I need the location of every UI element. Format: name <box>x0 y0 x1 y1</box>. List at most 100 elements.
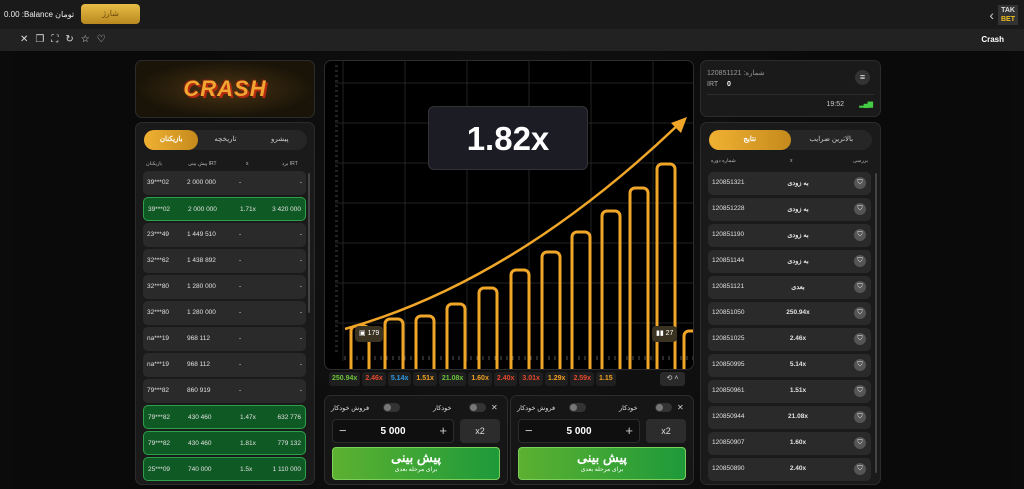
auto-label: خودکار <box>619 405 638 412</box>
user-icon: ▣ <box>359 330 368 337</box>
menu-icon[interactable]: ≡ <box>855 70 870 85</box>
back-chevron-icon[interactable]: ‹ <box>989 7 994 23</box>
result-row[interactable]: 120851025 2.46x ⛉ <box>708 328 871 351</box>
close-icon[interactable]: ✕ <box>491 403 498 412</box>
tab-top-multipliers[interactable]: بالاترین ضرایب <box>809 136 854 143</box>
takbet-logo[interactable]: ‹ TAK BET <box>989 5 1018 25</box>
star-icon[interactable]: ☆ <box>80 34 90 45</box>
history-chip: 2.59x <box>570 372 594 386</box>
history-chip: 5.14x <box>387 372 412 386</box>
tab-players[interactable]: بازیکنان <box>144 130 199 150</box>
result-row[interactable]: 120850995 5.14x ⛉ <box>708 354 871 377</box>
player-multiplier: - <box>239 257 242 264</box>
player-name: 32***80 <box>147 309 170 316</box>
bet-amount-stepper[interactable]: − 5 000 + <box>332 419 454 443</box>
tab-results[interactable]: نتایج <box>709 130 791 150</box>
result-row[interactable]: 120851050 250.94x ⛉ <box>708 302 871 325</box>
player-name: na***19 <box>147 361 170 368</box>
player-win: - <box>299 309 302 316</box>
player-row: 79***82 430 460 1.81x 779 132 <box>143 431 306 455</box>
history-chip: 21.08x <box>438 372 467 386</box>
shield-verify-icon[interactable]: ⛉ <box>854 229 866 241</box>
place-bet-button[interactable]: پیش بینی برای مرحله بعدی <box>518 447 686 480</box>
minus-icon[interactable]: − <box>525 423 533 438</box>
player-row: 39***02 2 000 000 1.71x 3 420 000 <box>143 197 306 221</box>
player-multiplier: - <box>239 179 242 186</box>
player-win: - <box>299 335 302 342</box>
player-row: 32***80 1 280 000 - - <box>143 275 306 299</box>
scrollbar[interactable] <box>875 173 877 473</box>
result-row[interactable]: 120850907 1.60x ⛉ <box>708 432 871 455</box>
round-result: 2.40x <box>789 465 807 472</box>
shield-verify-icon[interactable]: ⛉ <box>854 463 866 475</box>
auto-sell-toggle[interactable] <box>383 403 400 412</box>
result-row[interactable]: 120851144 به زودی ⛉ <box>708 250 871 273</box>
player-multiplier: - <box>239 283 242 290</box>
result-row[interactable]: 120850890 2.40x ⛉ <box>708 458 871 481</box>
player-name: 32***80 <box>147 283 170 290</box>
bet-amount[interactable]: 5 000 <box>566 426 592 437</box>
shield-verify-icon[interactable]: ⛉ <box>854 411 866 423</box>
double-button[interactable]: x2 <box>646 419 686 443</box>
result-row[interactable]: 120851121 بعدی ⛉ <box>708 276 871 299</box>
game-toolbar: ✕ ❐ ⛶ ↻ ☆ ♡ Crash <box>0 29 1024 51</box>
result-row[interactable]: 120851228 به زودی ⛉ <box>708 198 871 221</box>
player-bet: 1 438 892 <box>187 257 216 264</box>
copy-icon[interactable]: ❐ <box>35 34 45 45</box>
deposit-button[interactable]: شارژ <box>81 4 140 24</box>
round-result: 21.08x <box>788 413 808 420</box>
crash-chart: 1.82x ▣ 179 ▮▮ 27 <box>324 60 694 370</box>
shield-verify-icon[interactable]: ⛉ <box>854 203 866 215</box>
shield-verify-icon[interactable]: ⛉ <box>854 255 866 267</box>
auto-sell-label: فروش خودکار <box>331 405 370 412</box>
round-id: 120850907 <box>712 439 745 446</box>
current-multiplier: 1.82x <box>428 106 588 170</box>
auto-toggle[interactable] <box>655 403 672 412</box>
bet-amount[interactable]: 5 000 <box>380 426 406 437</box>
shield-verify-icon[interactable]: ⛉ <box>854 307 866 319</box>
top-bar: 0.00 :Balance تومان شارژ ‹ TAK BET <box>0 0 1024 29</box>
round-id: 120851228 <box>712 205 745 212</box>
result-row[interactable]: 120850944 21.08x ⛉ <box>708 406 871 429</box>
shield-verify-icon[interactable]: ⛉ <box>854 281 866 293</box>
bet-panel: ✕ خودکار فروش خودکار − 5 000 + x2 پیش بی… <box>510 395 694 485</box>
shield-verify-icon[interactable]: ⛉ <box>854 359 866 371</box>
plus-icon[interactable]: + <box>439 423 447 438</box>
round-id: 120850890 <box>712 465 745 472</box>
player-name: 79***82 <box>147 387 170 394</box>
result-row[interactable]: 120850961 1.51x ⛉ <box>708 380 871 403</box>
fullscreen-icon[interactable]: ⛶ <box>51 34 59 45</box>
history-chip: 1.15 <box>595 372 616 386</box>
player-bet: 430 460 <box>188 414 212 421</box>
auto-toggle[interactable] <box>469 403 486 412</box>
player-multiplier: - <box>239 387 242 394</box>
player-bet: 740 000 <box>188 466 212 473</box>
bet-amount-stepper[interactable]: − 5 000 + <box>518 419 640 443</box>
double-button[interactable]: x2 <box>460 419 500 443</box>
minus-icon[interactable]: − <box>339 423 347 438</box>
arrow-head-icon <box>671 117 687 133</box>
shield-verify-icon[interactable]: ⛉ <box>854 437 866 449</box>
round-id: 120851321 <box>712 179 745 186</box>
place-bet-button[interactable]: پیش بینی برای مرحله بعدی <box>332 447 500 480</box>
refresh-icon[interactable]: ↻ <box>65 34 74 45</box>
result-row[interactable]: 120851321 به زودی ⛉ <box>708 172 871 195</box>
close-icon[interactable]: ✕ <box>677 403 684 412</box>
tab-leaders[interactable]: پیشرو <box>271 136 289 143</box>
shield-verify-icon[interactable]: ⛉ <box>854 177 866 189</box>
plus-icon[interactable]: + <box>625 423 633 438</box>
auto-sell-toggle[interactable] <box>569 403 586 412</box>
close-icon[interactable]: ✕ <box>20 34 29 45</box>
shield-verify-icon[interactable]: ⛉ <box>854 385 866 397</box>
history-chip: 250.94x <box>329 372 361 386</box>
scrollbar[interactable] <box>308 173 310 313</box>
signal-icon: ▂▄▆ <box>859 101 873 108</box>
tab-history[interactable]: تاریخچه <box>214 136 237 143</box>
result-row[interactable]: 120851190 به زودی ⛉ <box>708 224 871 247</box>
shield-verify-icon[interactable]: ⛉ <box>854 333 866 345</box>
player-bet: 860 919 <box>187 387 211 394</box>
history-toggle-button[interactable]: ⟲ ˄ <box>660 372 685 386</box>
player-multiplier: 1.5x <box>240 466 253 473</box>
heart-icon[interactable]: ♡ <box>96 34 106 45</box>
player-row: 39***02 2 000 000 - - <box>143 171 306 195</box>
